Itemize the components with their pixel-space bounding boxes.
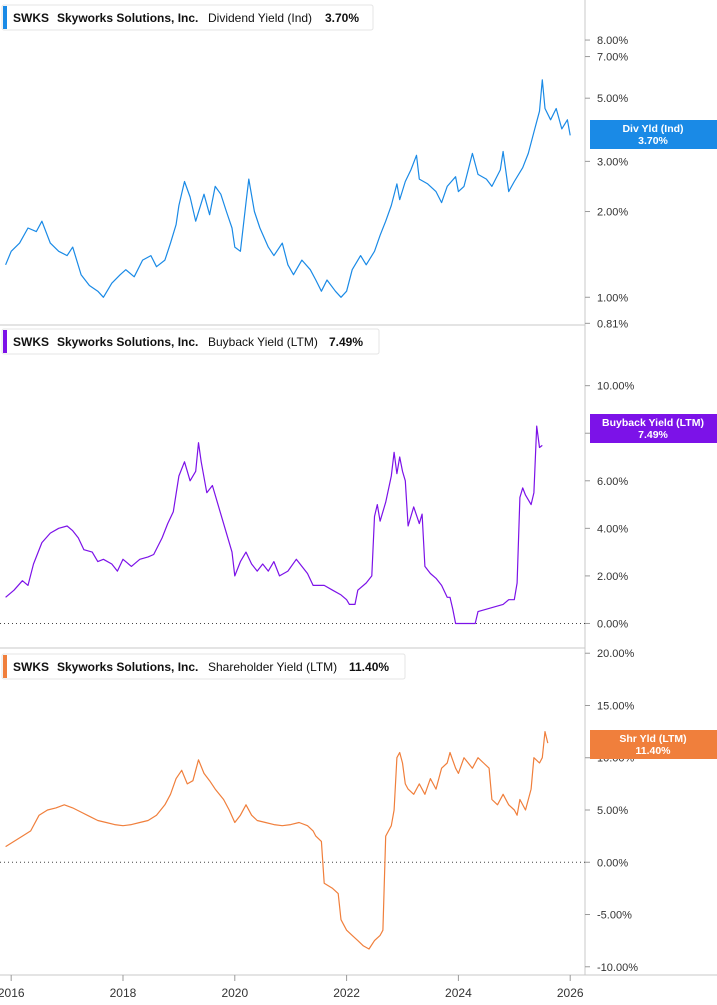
flag-value: 7.49% bbox=[638, 429, 668, 441]
dividend-yield-line bbox=[5, 79, 571, 298]
flag-box bbox=[590, 730, 717, 759]
y-tick-label: -10.00% bbox=[597, 962, 638, 974]
flag-value: 3.70% bbox=[638, 135, 668, 147]
legend-color-swatch bbox=[3, 655, 7, 678]
x-tick-label: 2018 bbox=[110, 986, 137, 1000]
legend-ticker: SWKS bbox=[13, 660, 49, 674]
flag-dividend-yield: Div Yld (Ind) 3.70% bbox=[590, 120, 717, 149]
y-tick-label: 7.00% bbox=[597, 52, 628, 64]
y-tick-label: 1.00% bbox=[597, 292, 628, 304]
y-ticks-shareholder: 20.00%15.00%10.00%5.00%0.00%-5.00%-10.00… bbox=[585, 648, 638, 974]
legend-company: Skyworks Solutions, Inc. bbox=[57, 660, 198, 674]
legend-current-value: 11.40% bbox=[349, 660, 389, 674]
legend-ticker: SWKS bbox=[13, 335, 49, 349]
legend-company: Skyworks Solutions, Inc. bbox=[57, 335, 198, 349]
y-tick-label: -5.00% bbox=[597, 910, 632, 922]
legend-buyback-yield: SWKS Skyworks Solutions, Inc. Buyback Yi… bbox=[1, 328, 380, 355]
buyback-yield-line bbox=[5, 425, 543, 625]
x-tick-label: 2020 bbox=[221, 986, 248, 1000]
y-tick-label: 0.81% bbox=[597, 318, 628, 330]
y-tick-label: 15.00% bbox=[597, 700, 635, 712]
x-tick-label: 2026 bbox=[557, 986, 584, 1000]
flag-buyback-yield: Buyback Yield (LTM) 7.49% bbox=[590, 414, 717, 443]
panel-buyback-yield: SWKS Skyworks Solutions, Inc. Buyback Yi… bbox=[0, 328, 717, 630]
y-tick-label: 8.00% bbox=[597, 35, 628, 47]
y-ticks-dividend: 8.00% 7.00% 5.00% 3.00% 2.00% 1.00% 0.81% bbox=[585, 35, 628, 330]
y-tick-label: 5.00% bbox=[597, 93, 628, 105]
legend-metric: Dividend Yield (Ind) bbox=[208, 11, 312, 25]
flag-box bbox=[590, 120, 717, 149]
y-tick-label: 5.00% bbox=[597, 805, 628, 817]
shareholder-yield-line bbox=[5, 731, 549, 950]
legend-dividend-yield: SWKS Skyworks Solutions, Inc. Dividend Y… bbox=[1, 4, 374, 31]
y-tick-label: 6.00% bbox=[597, 476, 628, 488]
y-tick-label: 2.00% bbox=[597, 571, 628, 583]
flag-shareholder-yield: Shr Yld (LTM) 11.40% bbox=[590, 730, 717, 759]
legend-color-swatch bbox=[3, 6, 7, 29]
legend-metric: Shareholder Yield (LTM) bbox=[208, 660, 337, 674]
legend-current-value: 7.49% bbox=[329, 335, 363, 349]
legend-current-value: 3.70% bbox=[325, 11, 359, 25]
legend-box bbox=[1, 328, 380, 355]
legend-shareholder-yield: SWKS Skyworks Solutions, Inc. Shareholde… bbox=[1, 653, 406, 680]
x-tick-label: 2016 bbox=[0, 986, 25, 1000]
x-tick-label: 2024 bbox=[445, 986, 472, 1000]
panel-dividend-yield: SWKS Skyworks Solutions, Inc. Dividend Y… bbox=[1, 4, 717, 330]
legend-color-swatch bbox=[3, 330, 7, 353]
y-tick-label: 3.00% bbox=[597, 156, 628, 168]
y-tick-label: 0.00% bbox=[597, 618, 628, 630]
flag-label: Div Yld (Ind) bbox=[622, 123, 683, 135]
x-tick-label: 2022 bbox=[333, 986, 360, 1000]
y-tick-label: 4.00% bbox=[597, 523, 628, 535]
legend-metric: Buyback Yield (LTM) bbox=[208, 335, 318, 349]
legend-company: Skyworks Solutions, Inc. bbox=[57, 11, 198, 25]
flag-box bbox=[590, 414, 717, 443]
flag-label: Buyback Yield (LTM) bbox=[602, 417, 704, 429]
panel-shareholder-yield: SWKS Skyworks Solutions, Inc. Shareholde… bbox=[0, 648, 717, 974]
y-tick-label: 20.00% bbox=[597, 648, 635, 660]
flag-value: 11.40% bbox=[635, 745, 671, 757]
x-axis-ticks: 2016 2018 2020 2022 2024 2026 bbox=[0, 975, 584, 1000]
y-tick-label: 0.00% bbox=[597, 857, 628, 869]
chart-frame bbox=[0, 0, 717, 976]
y-tick-label: 2.00% bbox=[597, 207, 628, 219]
legend-ticker: SWKS bbox=[13, 11, 49, 25]
y-tick-label: 10.00% bbox=[597, 381, 635, 393]
legend-box bbox=[1, 4, 374, 31]
flag-label: Shr Yld (LTM) bbox=[619, 733, 686, 745]
legend-box bbox=[1, 653, 406, 680]
